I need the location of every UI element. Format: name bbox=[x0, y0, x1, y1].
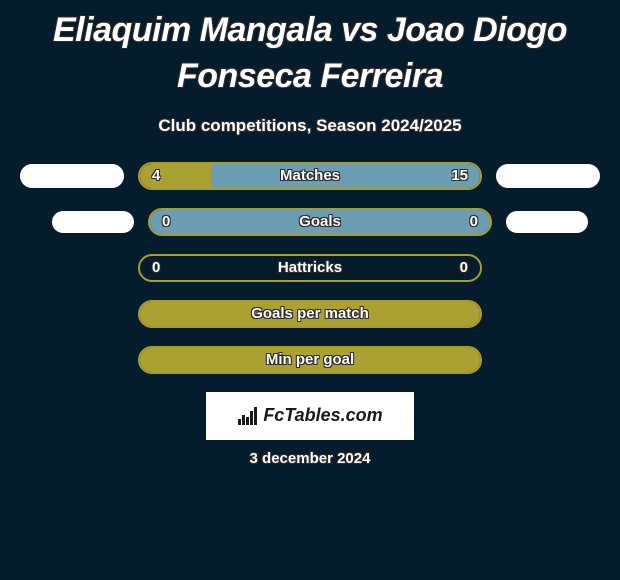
logo-inner: FcTables.com bbox=[237, 405, 382, 426]
stat-row: Goals per match bbox=[10, 300, 610, 328]
subtitle: Club competitions, Season 2024/2025 bbox=[10, 116, 610, 136]
stat-row: Min per goal bbox=[10, 346, 610, 374]
stat-label: Min per goal bbox=[140, 351, 480, 368]
stat-row: 00Hattricks bbox=[10, 254, 610, 282]
stat-row: 00Goals bbox=[10, 208, 610, 236]
stat-label: Goals bbox=[150, 213, 490, 230]
chart-icon bbox=[237, 406, 259, 426]
stat-bar: 00Goals bbox=[148, 208, 492, 236]
player-pill-right bbox=[506, 211, 588, 233]
main-title: Eliaquim Mangala vs Joao Diogo Fonseca F… bbox=[10, 0, 610, 104]
stat-bar: Goals per match bbox=[138, 300, 482, 328]
stat-label: Goals per match bbox=[140, 305, 480, 322]
stat-label: Matches bbox=[140, 167, 480, 184]
stat-bar: 00Hattricks bbox=[138, 254, 482, 282]
logo-text: FcTables.com bbox=[263, 405, 382, 426]
stat-bar: Min per goal bbox=[138, 346, 482, 374]
stat-label: Hattricks bbox=[140, 259, 480, 276]
date-text: 3 december 2024 bbox=[10, 450, 610, 467]
player-pill-right bbox=[496, 164, 600, 188]
stat-bar: 415Matches bbox=[138, 162, 482, 190]
stat-row: 415Matches bbox=[10, 162, 610, 190]
stats-area: 415Matches 00Goals 00Hattricks Goals per ma… bbox=[10, 162, 610, 374]
player-pill-left bbox=[20, 164, 124, 188]
player-pill-left bbox=[52, 211, 134, 233]
logo-box: FcTables.com bbox=[206, 392, 414, 440]
infographic-container: Eliaquim Mangala vs Joao Diogo Fonseca F… bbox=[0, 0, 620, 467]
